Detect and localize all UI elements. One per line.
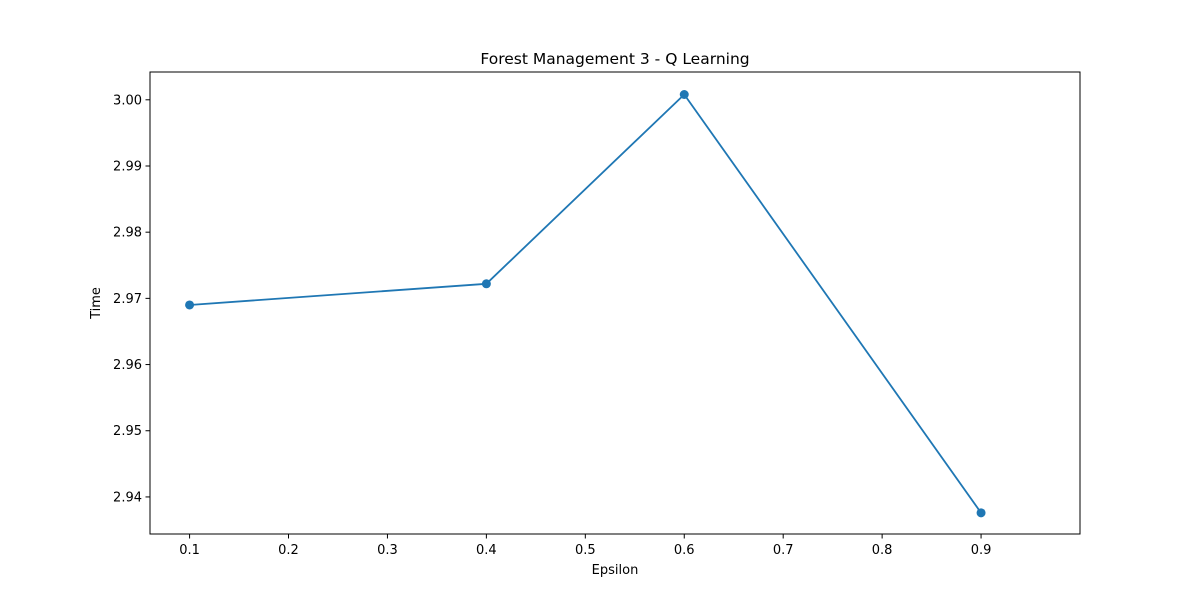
x-tick-label: 0.2 [278, 543, 299, 558]
data-point-marker [185, 300, 195, 310]
y-tick-label: 2.95 [113, 424, 142, 439]
x-tick-label: 0.3 [377, 543, 398, 558]
x-axis-ticks: 0.1 0.2 0.3 0.4 0.5 0.6 0.7 0.8 0.9 [179, 534, 991, 558]
y-tick-label: 2.94 [113, 490, 142, 505]
x-tick-label: 0.9 [971, 543, 992, 558]
y-tick-label: 2.97 [113, 292, 142, 307]
x-tick-label: 0.8 [872, 543, 893, 558]
x-tick-label: 0.7 [773, 543, 794, 558]
y-tick-label: 2.96 [113, 358, 142, 373]
data-point-marker [976, 508, 986, 518]
series-line [189, 93, 982, 514]
x-tick-label: 0.5 [575, 543, 596, 558]
y-tick-label: 3.00 [113, 93, 142, 108]
series-layer [185, 90, 986, 518]
x-tick-label: 0.6 [674, 543, 695, 558]
x-axis-label: Epsilon [592, 563, 639, 578]
data-point-marker [679, 90, 689, 100]
y-axis-ticks: 2.94 2.95 2.96 2.97 2.98 2.99 3.00 [113, 93, 150, 505]
y-tick-label: 2.99 [113, 159, 142, 174]
data-point-marker [481, 279, 491, 289]
y-tick-label: 2.98 [113, 226, 142, 241]
plot-area-frame [149, 71, 1081, 535]
x-tick-label: 0.4 [476, 543, 497, 558]
chart-title: Forest Management 3 - Q Learning [480, 50, 749, 68]
x-tick-label: 0.1 [179, 543, 200, 558]
y-axis-label: Time [89, 287, 104, 320]
